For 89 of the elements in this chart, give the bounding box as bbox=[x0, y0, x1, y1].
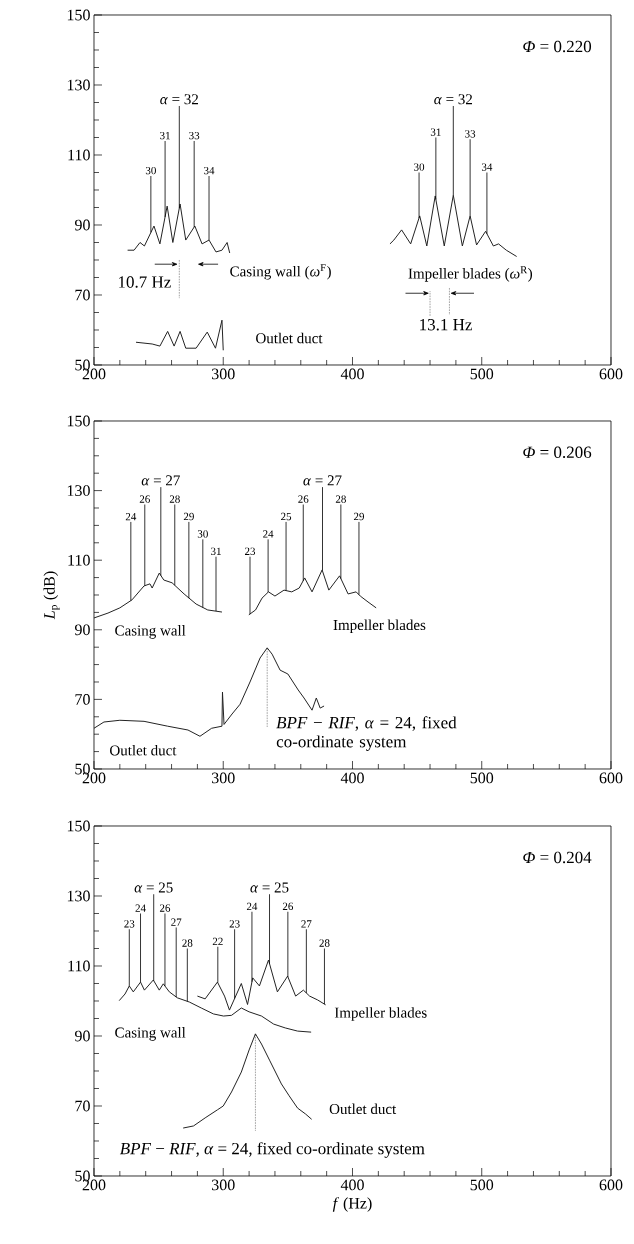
annotation: 33 bbox=[189, 131, 200, 140]
y-tick-label: 70 bbox=[75, 1100, 90, 1112]
annotation: 34 bbox=[204, 166, 215, 175]
annotation: 23 bbox=[124, 920, 135, 928]
annotation: 27 bbox=[171, 918, 182, 926]
annotation: 28 bbox=[319, 939, 330, 947]
y-tick-label: 150 bbox=[67, 9, 90, 21]
y-tick-label: 70 bbox=[75, 694, 90, 705]
annotation: 28 bbox=[169, 495, 180, 503]
y-tick-label: 110 bbox=[68, 554, 90, 566]
series-label: Impeller blades bbox=[334, 1007, 427, 1021]
annotation: 26 bbox=[298, 495, 309, 503]
annotation: 24 bbox=[246, 902, 258, 911]
annotation: α = 27 bbox=[141, 475, 180, 486]
y-tick-label: 70 bbox=[75, 289, 90, 301]
annotation: 27 bbox=[301, 920, 312, 928]
line-series bbox=[93, 572, 223, 619]
annotation: BPF − RIF, α = 24, fixed co-ordinate system bbox=[276, 716, 457, 751]
x-tick-label: 500 bbox=[470, 1179, 494, 1191]
annotation: 23 bbox=[244, 547, 256, 556]
annotation: 24 bbox=[263, 530, 274, 538]
annotation: 10.7 Hz bbox=[118, 276, 171, 288]
y-tick-label: 90 bbox=[74, 624, 90, 636]
annotation: α = 25 bbox=[250, 882, 289, 893]
y-tick-label: 130 bbox=[67, 79, 90, 91]
annotation: Φ = 0.220 bbox=[523, 40, 592, 53]
annotation: 22 bbox=[212, 937, 223, 946]
annotation: 31 bbox=[430, 128, 441, 136]
series-label: Outlet duct bbox=[329, 1103, 397, 1115]
y-tick-label: 110 bbox=[68, 149, 90, 161]
y-tick-label: 130 bbox=[67, 890, 90, 902]
series-label: Outlet duct bbox=[110, 744, 177, 756]
series-label: Impeller blades bbox=[333, 619, 426, 634]
series-label: Casing wall (ω$^{F}$) bbox=[230, 264, 331, 280]
annotation: 33 bbox=[465, 130, 476, 138]
annotation: α = 32 bbox=[434, 94, 472, 105]
annotation: BPF − RIF, α = 24, fixed co-ordinate system bbox=[119, 1142, 425, 1158]
y-tick-label: 90 bbox=[74, 219, 90, 231]
y-axis-title: L$_{p}$ (dB) bbox=[43, 571, 60, 620]
series-label: Casing wall bbox=[115, 625, 186, 639]
y-tick-label: 90 bbox=[74, 1030, 90, 1042]
annotation: 29 bbox=[353, 512, 365, 521]
x-tick-label: 300 bbox=[212, 1179, 235, 1191]
text: Outlet duct bbox=[256, 332, 323, 344]
annotation: α = 32 bbox=[160, 94, 198, 105]
line-series bbox=[389, 194, 518, 257]
annotation: 30 bbox=[414, 163, 425, 171]
x-axis-title: f (Hz) bbox=[332, 1197, 372, 1212]
y-tick-label: 110 bbox=[68, 960, 90, 972]
annotation: 31 bbox=[160, 131, 170, 140]
annotation: 34 bbox=[481, 163, 493, 171]
annotation: 26 bbox=[282, 902, 294, 911]
annotation: 24 bbox=[135, 904, 146, 912]
x-tick-label: 500 bbox=[470, 772, 494, 784]
annotation: 26 bbox=[139, 495, 150, 503]
line-series bbox=[93, 647, 325, 737]
y-tick-label: 150 bbox=[67, 415, 90, 427]
annotation: 29 bbox=[183, 512, 194, 521]
annotation: 28 bbox=[182, 939, 193, 947]
line-series bbox=[127, 203, 231, 254]
annotation: 30 bbox=[197, 530, 208, 538]
line-series bbox=[196, 959, 327, 1011]
line-series bbox=[135, 319, 224, 351]
annotation: α = 27 bbox=[303, 475, 342, 486]
annotation: Φ = 0.206 bbox=[523, 446, 592, 459]
x-tick-label: 300 bbox=[212, 772, 235, 784]
annotation: 31 bbox=[211, 547, 221, 556]
x-tick-label: 300 bbox=[212, 368, 235, 380]
x-tick-label: 400 bbox=[340, 772, 364, 784]
x-tick-label: 500 bbox=[470, 368, 494, 380]
x-tick-label: 400 bbox=[340, 368, 364, 380]
series-label: Impeller blades (ω$^{R}$) bbox=[408, 266, 533, 282]
x-tick-label: 600 bbox=[599, 772, 623, 784]
annotation: 25 bbox=[281, 512, 292, 521]
annotation: 13.1 Hz bbox=[420, 318, 472, 331]
x-tick-label: 600 bbox=[599, 368, 623, 380]
y-tick-label: 150 bbox=[67, 820, 90, 832]
annotation: 28 bbox=[335, 495, 346, 503]
annotation: 24 bbox=[125, 512, 137, 521]
annotation: 26 bbox=[159, 904, 171, 912]
annotation: 23 bbox=[229, 920, 240, 928]
annotation: α = 25 bbox=[134, 882, 173, 893]
annotation: 30 bbox=[145, 166, 156, 175]
x-tick-label: 600 bbox=[599, 1179, 623, 1191]
series-label: Casing wall bbox=[115, 1027, 186, 1041]
annotation: Φ = 0.204 bbox=[523, 851, 592, 864]
line-series bbox=[248, 569, 377, 616]
x-tick-label: 400 bbox=[340, 1179, 364, 1191]
y-tick-label: 130 bbox=[67, 485, 90, 496]
